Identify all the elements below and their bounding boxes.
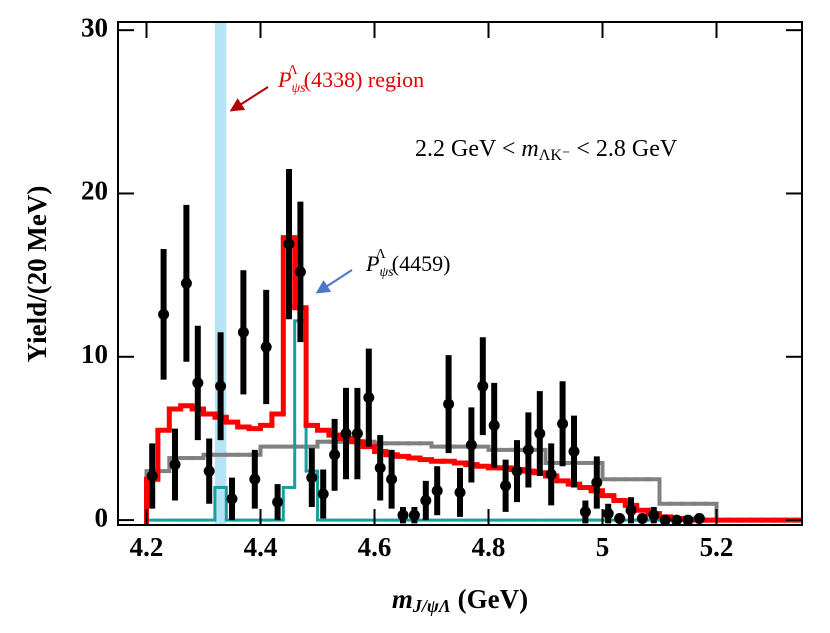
annotation-base: P	[277, 67, 291, 92]
data-point	[306, 472, 318, 484]
x-label-unit: (GeV)	[451, 584, 528, 614]
data-point	[215, 380, 227, 392]
annotation-sub: ψs	[379, 265, 394, 280]
data-point	[340, 428, 352, 440]
data-point	[249, 473, 261, 485]
frame	[117, 21, 803, 526]
data-point	[511, 465, 523, 477]
data-point	[522, 444, 534, 456]
data-point	[682, 514, 694, 525]
data-point	[294, 266, 306, 278]
data-point	[351, 428, 363, 440]
data-point	[226, 493, 238, 505]
x-tick-label: 5.2	[700, 532, 734, 562]
data-point	[693, 512, 705, 524]
data-point	[363, 392, 375, 404]
annotation-rest: < 2.8 GeV	[570, 136, 678, 162]
data-point	[579, 506, 591, 518]
data-point	[397, 509, 409, 521]
annotation-rest: (4338) region	[304, 67, 424, 92]
data-point	[557, 418, 569, 430]
annotation-base: m	[521, 136, 538, 162]
data-point	[659, 514, 671, 525]
annotation-sub: ΛK⁻	[539, 147, 571, 164]
data-point	[500, 480, 512, 492]
data-point	[260, 341, 272, 353]
annotation: 2.2 GeV < mΛK⁻ < 2.8 GeV	[415, 136, 678, 164]
y-tick-label: 20	[81, 176, 108, 206]
plot-area	[144, 22, 802, 525]
data-point	[283, 238, 295, 250]
annotation: Pψs Λ (4338) region	[277, 63, 424, 96]
highlight-band	[214, 22, 227, 525]
data-point	[636, 512, 648, 524]
arrow	[315, 269, 353, 294]
y-tick-label: 10	[81, 339, 108, 369]
x-label-sub: J/ψΛ	[412, 596, 451, 616]
annotation-sup: Λ	[376, 247, 387, 262]
data-point	[545, 468, 557, 480]
data-point	[431, 485, 443, 497]
y-axis-label: Yield/(20 MeV)	[22, 186, 52, 363]
x-tick-label: 4.4	[244, 532, 278, 562]
annotation-sub: ψs	[291, 81, 306, 96]
annotation-base: P	[365, 251, 379, 276]
x-label-main: m	[392, 584, 413, 614]
annotation-rest: (4459)	[392, 251, 451, 276]
x-tick-label: 4.8	[472, 532, 506, 562]
data-point	[648, 509, 660, 521]
data-point	[169, 459, 181, 471]
data-point	[158, 308, 170, 320]
data-point	[192, 377, 204, 389]
data-point	[203, 465, 215, 477]
data-point	[614, 512, 626, 524]
data-point	[329, 449, 341, 461]
data-point	[420, 495, 432, 507]
x-tick-label: 4.2	[130, 532, 164, 562]
data-point	[272, 496, 284, 508]
data-point	[408, 509, 420, 521]
data-point	[568, 446, 580, 458]
data-point	[237, 326, 249, 338]
data-point	[465, 439, 477, 451]
annotation-lead: 2.2 GeV <	[415, 136, 521, 162]
data-point	[477, 380, 489, 392]
data-point	[625, 504, 637, 516]
arrow	[229, 86, 269, 112]
data-point	[671, 514, 683, 525]
y-tick-label: 30	[81, 12, 108, 42]
annotation: Pψs Λ (4459)	[365, 247, 450, 280]
x-axis-label: mJ/ψΛ (GeV)	[392, 584, 528, 616]
data-point	[317, 488, 329, 500]
data-point	[180, 277, 192, 289]
data-point	[454, 486, 466, 498]
x-tick-label: 5	[596, 532, 610, 562]
x-tick-label: 4.6	[358, 532, 392, 562]
y-tick-label: 0	[95, 502, 109, 532]
data-point	[602, 508, 614, 520]
data-point	[591, 477, 603, 489]
data-point	[443, 398, 455, 410]
annotation-sup: Λ	[288, 63, 299, 78]
data-point	[488, 419, 500, 431]
data-point	[534, 428, 546, 440]
data-point	[386, 473, 398, 485]
data-point	[374, 462, 386, 474]
data-point	[146, 470, 158, 482]
